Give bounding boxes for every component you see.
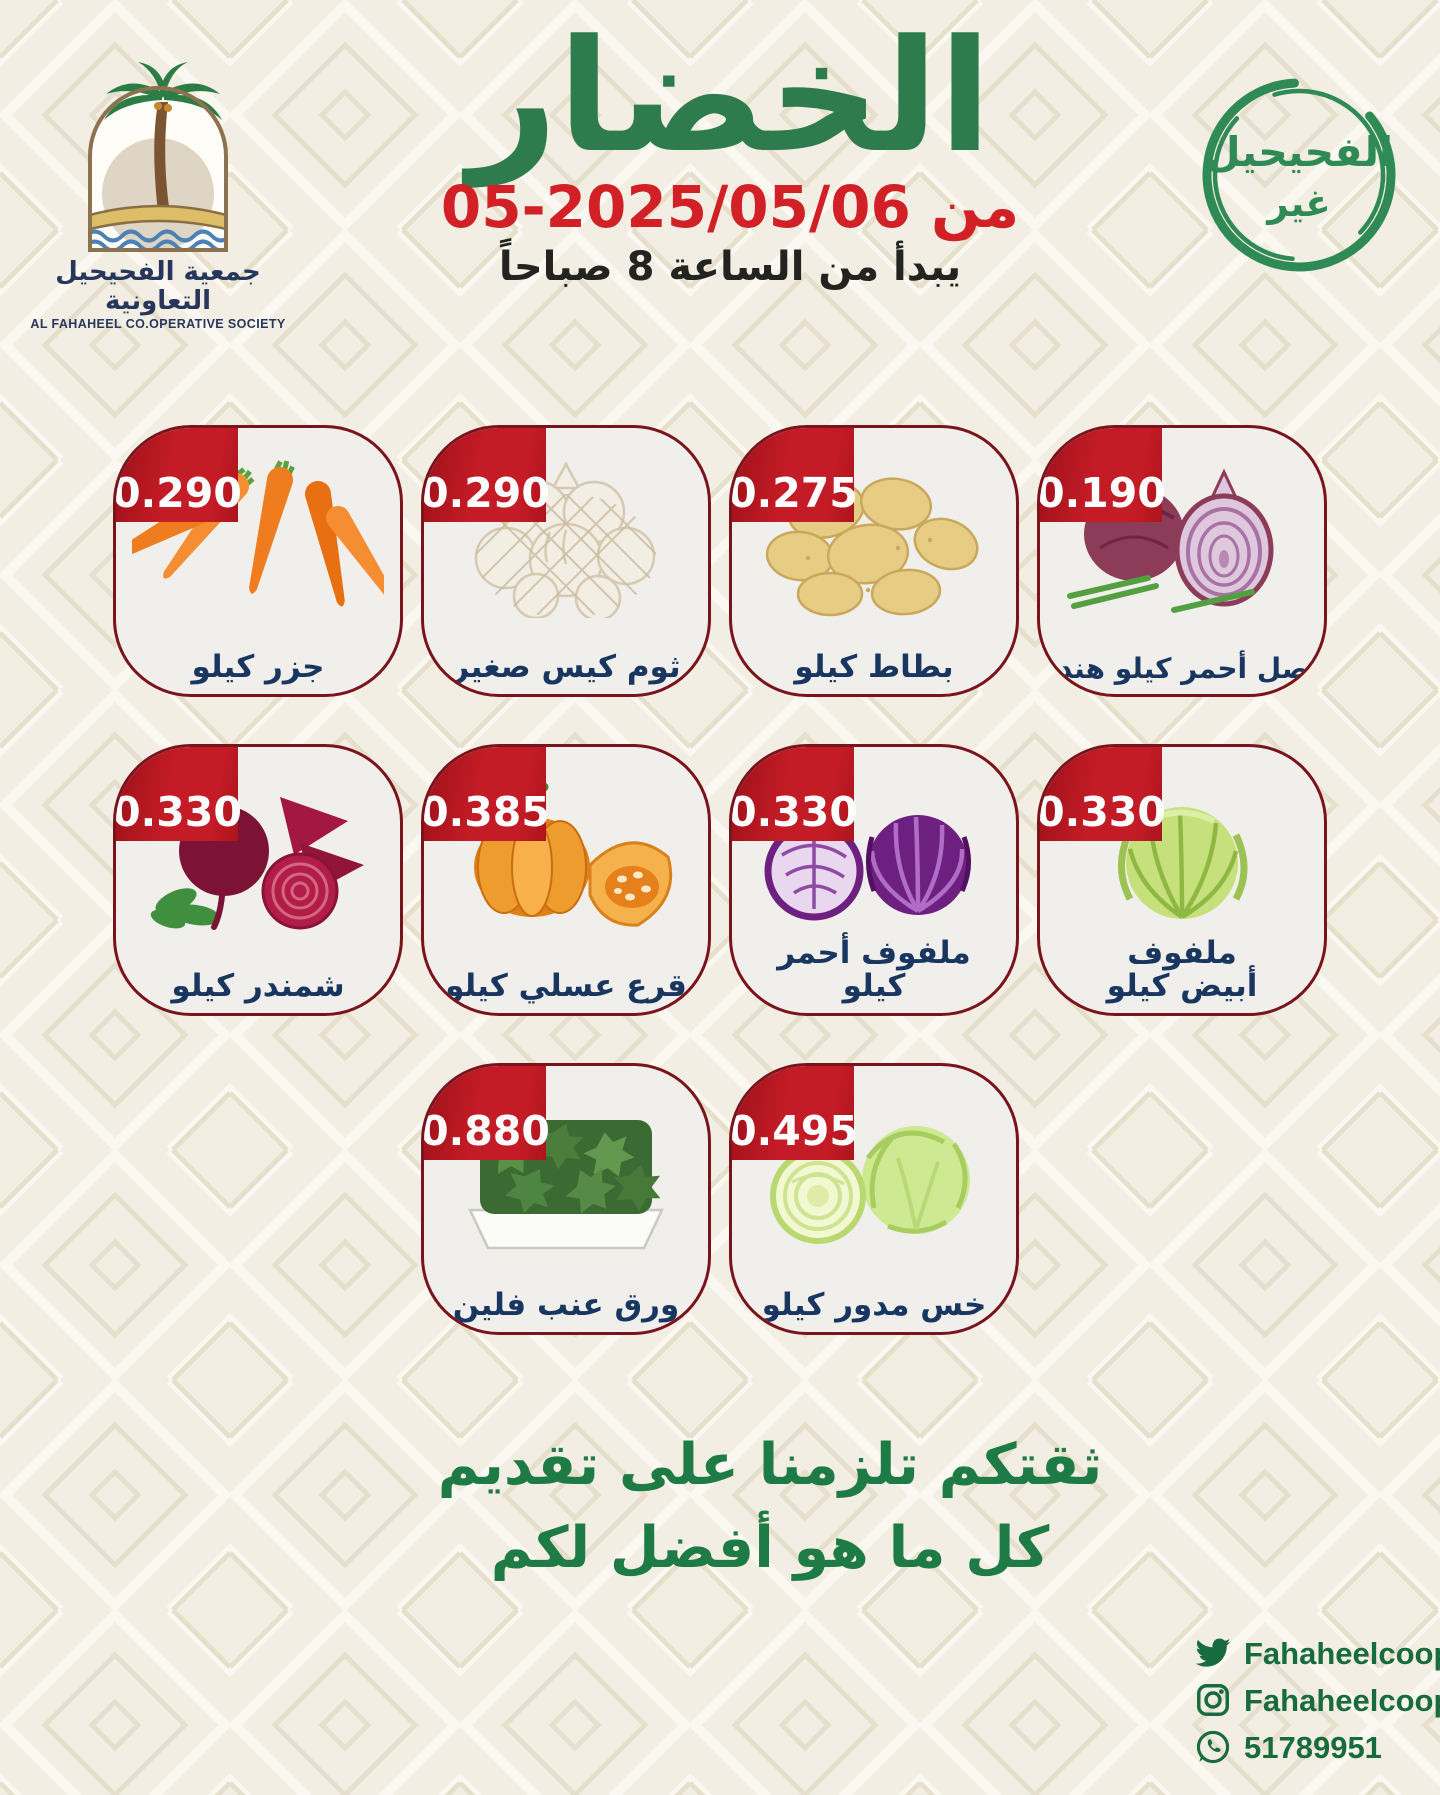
slogan: ثقتكم تلزمنا على تقديم كل ما هو أفضل لكم: [100, 1424, 1440, 1589]
price: 0.275: [729, 469, 858, 517]
instagram-handle: Fahaheelcoop: [1244, 1682, 1440, 1718]
price-tag: 0.330: [732, 747, 858, 841]
badge-text-line1: الفحيحيل: [1204, 128, 1394, 176]
product-card-red-cabbage: 0.330 ملفوف أحمر كيلو: [729, 744, 1019, 1016]
instagram-row: Fahaheelcoop: [1194, 1681, 1440, 1719]
society-logo: جمعية الفحيحيل التعاونية AL FAHAHEEL CO.…: [8, 44, 308, 331]
product-name: ثوم كيس صغير: [451, 648, 681, 685]
price-tag: 0.385: [424, 747, 550, 841]
price: 0.385: [421, 788, 550, 836]
product-card-carrot: 0.290 جزر كيلو: [113, 425, 403, 697]
price: 0.330: [1037, 788, 1166, 836]
price-tag: 0.330: [116, 747, 242, 841]
offer-dates: من 2025/05/06-05: [440, 172, 1020, 241]
social-links: Fahaheelcoop Fahaheelcoop 51789951: [1194, 1634, 1440, 1766]
society-name-english: AL FAHAHEEL CO.OPERATIVE SOCIETY: [30, 317, 286, 332]
red-cabbage-illustration: [748, 779, 1000, 941]
instagram-icon: [1197, 1684, 1229, 1716]
product-card-potato: 0.275 بطاط كيلو: [729, 425, 1019, 697]
pumpkin-illustration: [440, 779, 692, 941]
slogan-line2: كل ما هو أفضل لكم: [490, 1514, 1050, 1581]
price-tag: 0.275: [732, 428, 858, 522]
price-tag: 0.190: [1040, 428, 1166, 522]
product-name: ملفوف أبيض كيلو: [1106, 934, 1258, 1004]
lettuce-illustration: [748, 1098, 1000, 1260]
page-title: الخضار: [468, 6, 992, 187]
product-name: ورق عنب فلين: [452, 1286, 680, 1323]
product-card-grape-leaves: 0.880 ورق عنب فلين: [421, 1063, 711, 1335]
beetroot-illustration: [132, 779, 384, 941]
price: 0.190: [1037, 469, 1166, 517]
palm-tree-logo-icon: [88, 62, 228, 252]
price: 0.330: [729, 788, 858, 836]
product-name: قرع عسلي كيلو: [445, 967, 687, 1004]
product-name: بصل أحمر كيلو هندي: [1037, 652, 1320, 686]
product-name: خس مدور كيلو: [761, 1286, 987, 1323]
product-name: بطاط كيلو: [794, 648, 954, 685]
brush-circle-icon: [1202, 78, 1396, 272]
product-row-1: 0.190 بصل أحمر كيلو هندي: [112, 425, 1328, 697]
product-card-red-onion: 0.190 بصل أحمر كيلو هندي: [1037, 425, 1327, 697]
price-tag: 0.330: [1040, 747, 1166, 841]
price: 0.495: [729, 1107, 858, 1155]
badge-text-line2: غير: [1267, 182, 1331, 225]
product-row-2: 0.330 ملفوف أبيض كيلو: [112, 744, 1328, 1016]
product-grid: 0.190 بصل أحمر كيلو هندي: [112, 425, 1328, 1382]
product-card-beetroot: 0.330 شمندر كيلو: [113, 744, 403, 1016]
product-card-pumpkin: 0.385 قرع عسلي كيلو: [421, 744, 711, 1016]
price-tag: 0.290: [116, 428, 242, 522]
price: 0.290: [113, 469, 242, 517]
header-title-block: الخضار من 2025/05/06-05 يبدأ من الساعة 8…: [290, 10, 1170, 289]
slogan-line1: ثقتكم تلزمنا على تقديم: [437, 1432, 1103, 1498]
product-name: جزر كيلو: [191, 648, 325, 685]
product-card-garlic: 0.290 ثوم كيس صغير: [421, 425, 711, 697]
fahaheel-stamp-badge: الفحيحيل غير: [1188, 64, 1410, 286]
price-tag: 0.880: [424, 1066, 550, 1160]
product-card-lettuce: 0.495 خس مدور كيلو: [729, 1063, 1019, 1335]
price-tag: 0.495: [732, 1066, 858, 1160]
price: 0.290: [421, 469, 550, 517]
start-time-note: يبدأ من الساعة 8 صباحاً: [498, 244, 962, 291]
product-card-white-cabbage: 0.330 ملفوف أبيض كيلو: [1037, 744, 1327, 1016]
product-name: شمندر كيلو: [171, 967, 345, 1004]
whatsapp-row: 51789951: [1194, 1728, 1440, 1766]
society-name-arabic: جمعية الفحيحيل التعاونية: [55, 257, 261, 316]
twitter-icon: [1195, 1638, 1231, 1667]
whatsapp-icon: [1196, 1730, 1230, 1764]
product-row-3: 0.495 خس مدور كيلو: [112, 1063, 1328, 1335]
whatsapp-number: 51789951: [1244, 1729, 1382, 1765]
product-name: ملفوف أحمر كيلو: [777, 934, 971, 1004]
twitter-handle: Fahaheelcoop: [1244, 1635, 1440, 1671]
price: 0.330: [113, 788, 242, 836]
price: 0.880: [421, 1107, 550, 1155]
price-tag: 0.290: [424, 428, 550, 522]
twitter-row: Fahaheelcoop: [1194, 1634, 1440, 1672]
potatoes-illustration: [748, 460, 1000, 622]
